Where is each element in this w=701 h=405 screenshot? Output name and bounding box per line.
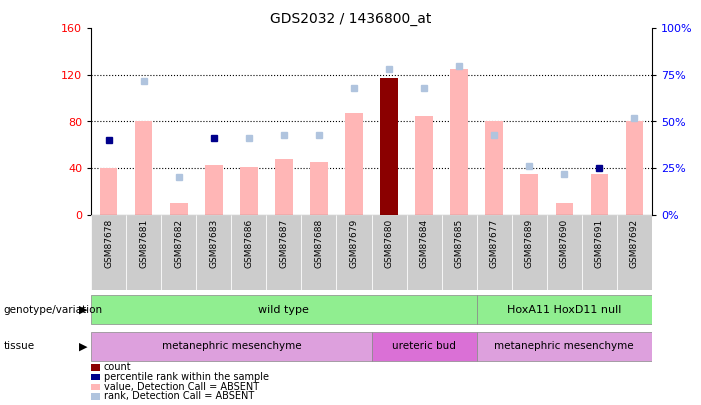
Text: GSM87687: GSM87687	[280, 218, 288, 268]
Bar	[416, 116, 433, 215]
Text: ▶: ▶	[79, 341, 88, 351]
Bar	[346, 113, 363, 215]
Bar	[512, 215, 547, 290]
Bar	[407, 215, 442, 290]
Bar	[372, 215, 407, 290]
Text: GSM87688: GSM87688	[315, 218, 323, 268]
Bar	[591, 174, 608, 215]
Text: GSM87686: GSM87686	[245, 218, 253, 268]
Bar	[336, 215, 372, 290]
Bar	[451, 69, 468, 215]
Text: genotype/variation: genotype/variation	[4, 305, 102, 315]
Text: value, Detection Call = ABSENT: value, Detection Call = ABSENT	[104, 382, 259, 392]
Text: GSM87677: GSM87677	[490, 218, 498, 268]
Text: GSM87684: GSM87684	[420, 218, 428, 268]
Text: GSM87680: GSM87680	[385, 218, 393, 268]
Text: metanephric mesenchyme: metanephric mesenchyme	[494, 341, 634, 351]
Text: GSM87683: GSM87683	[210, 218, 218, 268]
Bar	[477, 215, 512, 290]
Bar	[617, 215, 652, 290]
Bar	[311, 162, 328, 215]
Bar	[486, 122, 503, 215]
Bar	[372, 332, 477, 361]
Text: metanephric mesenchyme: metanephric mesenchyme	[161, 341, 301, 351]
Text: GSM87690: GSM87690	[560, 218, 569, 268]
Bar	[91, 295, 477, 324]
Text: HoxA11 HoxD11 null: HoxA11 HoxD11 null	[507, 305, 622, 315]
Bar	[135, 122, 153, 215]
Bar	[477, 295, 652, 324]
Bar	[442, 215, 477, 290]
Bar	[91, 332, 372, 361]
Text: GSM87692: GSM87692	[630, 218, 639, 268]
Text: ureteric bud: ureteric bud	[392, 341, 456, 351]
Text: GSM87678: GSM87678	[104, 218, 113, 268]
Text: GSM87682: GSM87682	[175, 218, 183, 268]
Bar	[91, 215, 126, 290]
Bar	[521, 174, 538, 215]
Bar	[240, 167, 258, 215]
Bar	[266, 215, 301, 290]
Text: GSM87691: GSM87691	[595, 218, 604, 268]
Text: tissue: tissue	[4, 341, 34, 351]
Text: percentile rank within the sample: percentile rank within the sample	[104, 372, 268, 382]
Text: GSM87681: GSM87681	[139, 218, 148, 268]
Bar	[205, 164, 223, 215]
Bar	[196, 215, 231, 290]
Bar	[126, 215, 161, 290]
Bar	[477, 332, 652, 361]
Bar	[161, 215, 196, 290]
Bar	[100, 168, 118, 215]
Text: ▶: ▶	[79, 305, 88, 315]
Text: wild type: wild type	[259, 305, 309, 315]
Text: GSM87679: GSM87679	[350, 218, 358, 268]
Text: GDS2032 / 1436800_at: GDS2032 / 1436800_at	[270, 12, 431, 26]
Text: GSM87689: GSM87689	[525, 218, 533, 268]
Bar	[301, 215, 336, 290]
Bar	[547, 215, 582, 290]
Bar	[275, 159, 293, 215]
Text: GSM87685: GSM87685	[455, 218, 463, 268]
Bar	[556, 203, 573, 215]
Bar	[381, 79, 398, 215]
Bar	[170, 203, 188, 215]
Bar	[626, 122, 644, 215]
Bar	[582, 215, 617, 290]
Text: count: count	[104, 362, 131, 372]
Bar	[231, 215, 266, 290]
Text: rank, Detection Call = ABSENT: rank, Detection Call = ABSENT	[104, 392, 254, 401]
